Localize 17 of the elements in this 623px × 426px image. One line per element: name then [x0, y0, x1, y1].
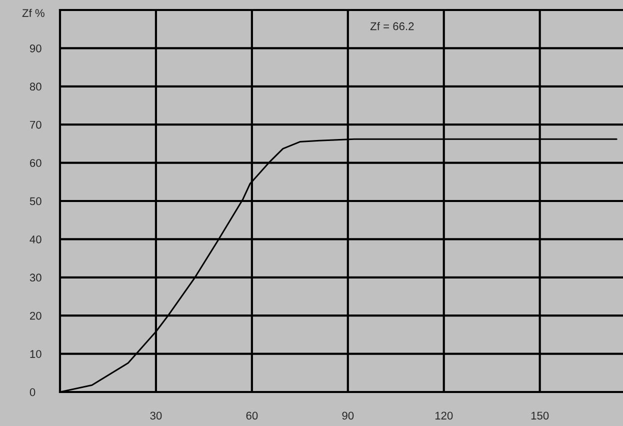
annotation: Zf = 66.2 — [370, 22, 414, 30]
y-axis-title: Zf % — [22, 8, 44, 17]
y-tick-label: 60 — [30, 159, 42, 167]
x-tick-label: 150 — [531, 412, 549, 420]
y-tick-label: 90 — [30, 44, 42, 52]
y-tick-label: 10 — [30, 350, 42, 358]
x-tick-label: 90 — [342, 412, 354, 420]
x-tick-label: 60 — [246, 412, 258, 420]
y-tick-label: 40 — [30, 235, 42, 244]
y-tick-label: 80 — [30, 82, 42, 91]
x-tick-label: 120 — [435, 412, 453, 420]
y-tick-label: 70 — [30, 120, 42, 129]
y-tick-label: 50 — [30, 197, 42, 206]
y-tick-label: 30 — [30, 274, 42, 282]
y-tick-label: 20 — [30, 312, 42, 320]
y-tick-label: 0 — [30, 388, 36, 396]
x-tick-label: 30 — [150, 412, 162, 420]
